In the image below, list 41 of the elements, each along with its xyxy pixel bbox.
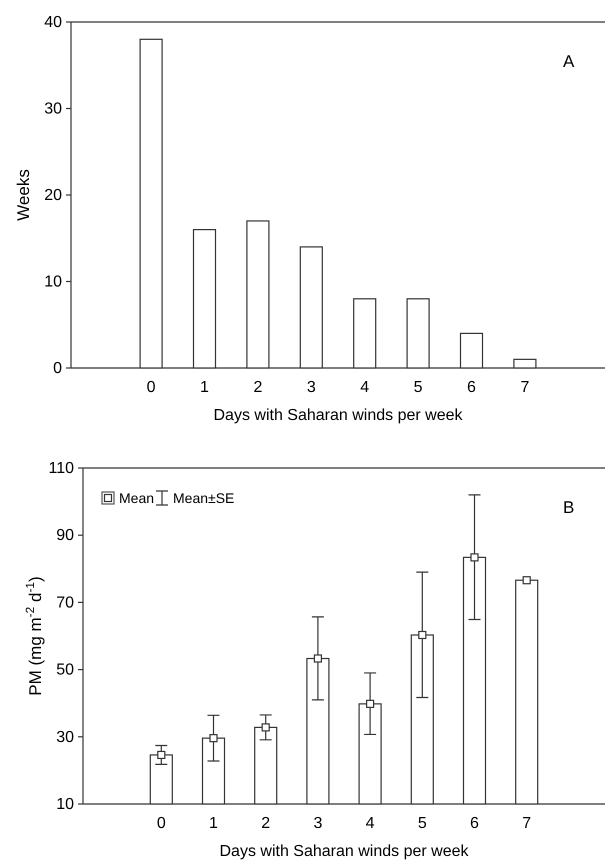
point (418, 630, 426, 640)
x-tick-label: 1 (209, 815, 218, 832)
text: B (563, 498, 574, 517)
x-tick-label: 3 (313, 815, 322, 832)
y-tick-label: 30 (44, 100, 62, 118)
x-tick-label: 3 (306, 379, 316, 396)
legend-label: Mean (119, 490, 154, 506)
y-tick-label: 10 (56, 796, 74, 813)
y-tick-label: 70 (56, 594, 74, 612)
point (470, 553, 479, 562)
point (262, 723, 270, 732)
x-axis-title: Days with Saharan winds per week (213, 407, 464, 424)
x-tick-label: 0 (156, 815, 166, 832)
y-tick-label: 40 (44, 14, 62, 31)
x-tick-label: 7 (520, 379, 530, 396)
x-axis-title: Days with Saharan winds per week (219, 843, 470, 860)
x-tick-label: 5 (418, 815, 427, 832)
x-tick-label: 6 (467, 379, 476, 396)
x-tick-label: 4 (360, 379, 370, 396)
x-tick-label: 6 (470, 815, 480, 832)
y-tick-label: 110 (48, 460, 74, 477)
text: A (563, 52, 575, 71)
x-tick-label: 2 (253, 379, 262, 396)
y-tick-label: 90 (56, 527, 74, 544)
y-tick-label: 10 (44, 274, 62, 290)
y-tick-label: 30 (56, 728, 74, 746)
x-tick-label: 7 (522, 815, 532, 832)
point (522, 576, 531, 584)
y-axis-title: Weeks (14, 169, 33, 221)
x-tick-label: 0 (146, 379, 156, 396)
x-tick-label: 4 (366, 815, 375, 832)
point (314, 654, 322, 663)
annotation: Mean±SE (173, 490, 234, 506)
x-tick-label: 1 (200, 379, 210, 396)
point (366, 700, 374, 708)
y-tick-label: 0 (53, 360, 62, 377)
y-tick-label: 20 (44, 187, 62, 204)
point (209, 734, 218, 742)
x-tick-label: 5 (414, 379, 423, 396)
x-tick-label: 2 (261, 815, 270, 832)
y-tick-label: 50 (56, 662, 74, 679)
